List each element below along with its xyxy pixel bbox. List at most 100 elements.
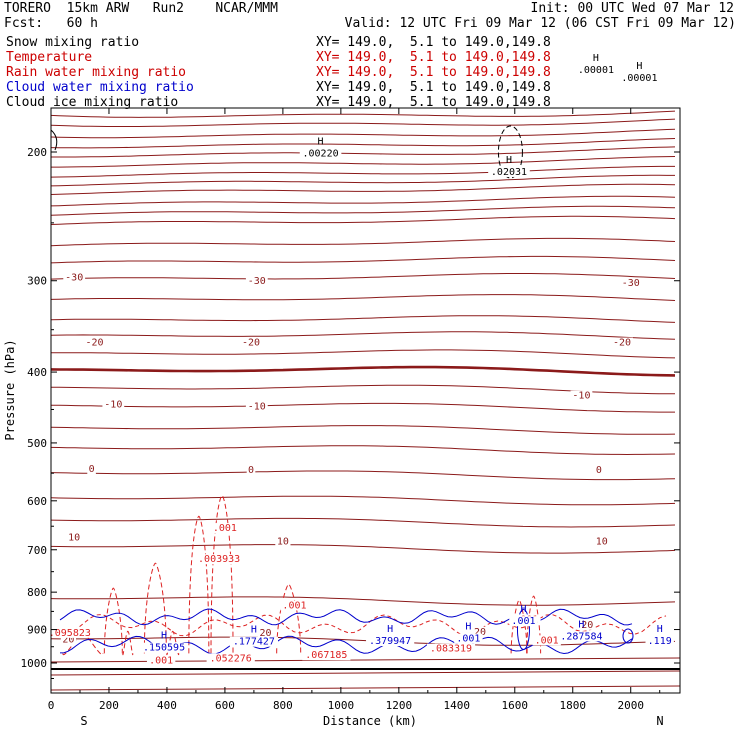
temperature-label-bg	[63, 272, 86, 283]
temperature-contour	[50, 215, 676, 225]
header-model: TORERO 15km ARW Run2 NCAR/MMM	[4, 1, 278, 16]
cloud-water-high-marker: H	[387, 624, 393, 635]
ice-contours	[50, 125, 523, 179]
rain-contour	[188, 515, 210, 654]
ice-high-marker: H	[593, 53, 599, 64]
temperature-label: 10	[68, 533, 80, 544]
temperature-label: -10	[572, 391, 590, 402]
temperature-label: 0	[89, 464, 95, 475]
axes: 0 200 400 600 800 1000 1200 1400 1600 1800 2000200…	[21, 108, 680, 712]
y-axis-title: Pressure (hPa)	[3, 339, 17, 440]
temperature-contour	[50, 237, 676, 247]
rain-extremum-label: .001	[282, 600, 306, 611]
temperature-label: 0	[248, 465, 254, 476]
temperature-contour	[50, 331, 676, 340]
x-tick-label: 2000	[617, 699, 644, 712]
temperature-label: -20	[242, 338, 260, 349]
rain-contour	[143, 562, 167, 654]
legend-cloudwater-name: Cloud water mixing ratio	[6, 80, 194, 95]
rain-contour	[103, 587, 123, 654]
temperature-contour	[51, 349, 676, 359]
temperature-label: -30	[622, 278, 640, 289]
x-tick-label: 1000	[328, 699, 355, 712]
temperature-contour	[50, 273, 676, 280]
ice-extremum-label: .00220	[303, 149, 339, 160]
temperature-contour	[50, 174, 675, 187]
temperature-contour	[50, 657, 681, 663]
temperature-label: 10	[596, 536, 608, 547]
temperature-label: -10	[104, 399, 122, 410]
temperature-contour	[50, 636, 676, 646]
temperature-label: -20	[85, 338, 103, 349]
temperature-label-bg	[570, 390, 593, 401]
ice-extremum-label-bg	[299, 148, 342, 159]
temperature-contour	[50, 425, 676, 435]
temperature-contour	[50, 255, 676, 264]
rain-extremum-label: .052276	[210, 653, 252, 664]
cloud-water-extremum-label: .119	[648, 636, 672, 647]
rain-extremum-label: .067185	[305, 650, 347, 661]
rain-contour	[59, 613, 667, 637]
legend-cloudwater-xy: XY= 149.0, 5.1 to 149.0,149.8	[316, 80, 551, 95]
temperature-label-bg	[102, 399, 125, 410]
ice-contour	[50, 129, 58, 151]
y-tick-label: 200	[27, 146, 47, 159]
temperature-label: 20	[259, 628, 271, 639]
cloud-water-extremum-label-bg	[139, 642, 189, 653]
ice-high-marker: H	[318, 137, 324, 148]
header-init: Init: 00 UTC Wed 07 Mar 12	[530, 1, 735, 16]
temperature-contours	[50, 110, 681, 691]
y-tick-label: 1000	[21, 657, 48, 670]
ice-extremum-label: .02031	[491, 167, 527, 178]
cloud-water-extremum-label-bg	[645, 636, 674, 647]
legend-temp-xy: XY= 149.0, 5.1 to 149.0,149.8	[316, 50, 551, 65]
rain-extremum-label-bg	[206, 653, 255, 664]
x-tick-label: 800	[273, 699, 293, 712]
temperature-label: 20	[62, 635, 74, 646]
rain-extremum-label-bg	[426, 643, 476, 654]
x-end-label-left: S	[80, 714, 87, 728]
rain-contour	[276, 583, 302, 654]
y-tick-label: 800	[27, 586, 47, 599]
ice-extremum-label-bg	[488, 166, 530, 177]
temperature-label-bg	[83, 337, 106, 348]
x-tick-label: 1800	[560, 699, 587, 712]
temperature-label: -30	[248, 276, 266, 287]
y-tick-label: 500	[27, 437, 47, 450]
x-tick-label: 0	[48, 699, 55, 712]
x-end-label-right: N	[656, 714, 663, 728]
header-fcst: Fcst: 60 h	[4, 16, 98, 31]
ice-extremum-label: .00001	[578, 65, 614, 76]
temperature-label-bg	[66, 532, 82, 543]
rain-extremum-label-bg	[195, 554, 244, 565]
temperature-contour	[50, 128, 676, 139]
rain-contour	[122, 630, 134, 656]
temperature-label-bg	[594, 536, 610, 547]
temperature-label: 10	[277, 536, 289, 547]
rain-extremum-label-bg	[45, 627, 94, 638]
temperature-contour	[50, 138, 676, 149]
temperature-contour	[50, 517, 676, 528]
y-tick-label: 600	[27, 495, 47, 508]
legend-rain-name: Rain water mixing ratio	[6, 65, 187, 80]
temperature-label-bg	[275, 536, 291, 547]
rain-extremum-label: .095823	[49, 628, 91, 639]
rain-extremum-label: .001	[535, 635, 559, 646]
temperature-label-bg	[257, 627, 274, 638]
temperature-contour	[50, 165, 675, 178]
rain-extremum-label-bg	[146, 655, 176, 666]
temperature-contour	[50, 495, 676, 506]
temperature-contour	[51, 156, 676, 168]
cloud-water-extremum-label: .150595	[143, 643, 185, 654]
rain-extremum-label: .001	[213, 523, 237, 534]
x-tick-label: 400	[157, 699, 177, 712]
temperature-contour	[50, 685, 681, 691]
x-tick-label: 1600	[502, 699, 529, 712]
temperature-contour	[50, 470, 676, 481]
cloud-water-contour	[516, 609, 530, 651]
rain-extremum-label-bg	[280, 600, 309, 611]
cloud-water-extremum-label: .001	[456, 634, 480, 645]
temperature-contour	[50, 110, 676, 118]
temperature-contour	[50, 596, 676, 606]
